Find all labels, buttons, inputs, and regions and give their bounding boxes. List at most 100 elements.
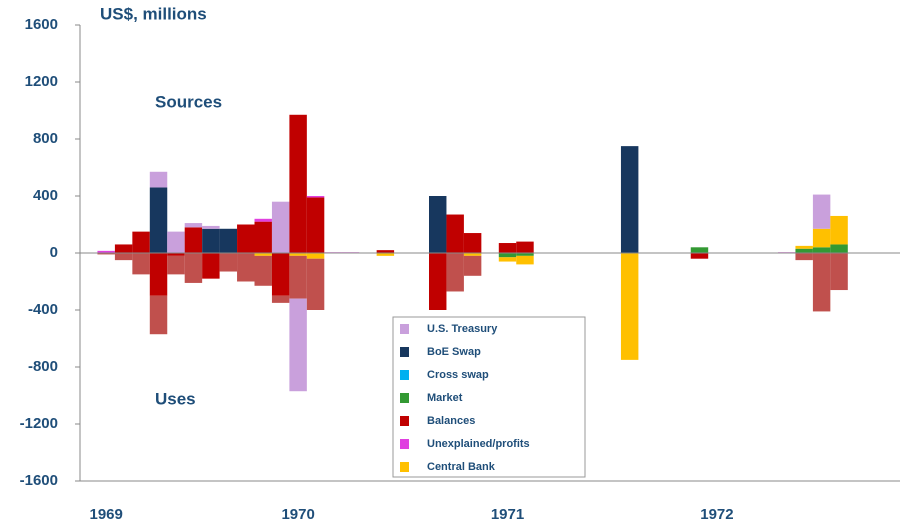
bar-segment	[830, 244, 848, 253]
bar-segment	[114, 244, 133, 253]
bar-segment	[167, 255, 185, 275]
y-tick-label: 800	[33, 130, 58, 147]
legend-swatch	[400, 416, 409, 426]
legend-label: Central Bank	[427, 461, 496, 473]
bar-segment	[690, 253, 709, 259]
bar-segment	[376, 253, 395, 256]
bar-segment	[97, 253, 115, 255]
bar-segment	[516, 241, 534, 253]
bar-segment	[219, 228, 238, 253]
y-axis-label: US$, millions	[100, 4, 207, 23]
y-tick-label: -1600	[20, 472, 58, 489]
y-tick-label: -800	[28, 358, 58, 375]
bar-segment	[202, 253, 220, 279]
bar-segment	[289, 298, 307, 392]
bar-segment	[184, 227, 203, 253]
bar-segment	[202, 228, 220, 253]
bar-segment	[237, 253, 255, 282]
bar-segment	[795, 248, 813, 253]
bar-segment	[254, 221, 272, 253]
legend-label: Market	[427, 392, 463, 404]
x-tick-label: 1971	[491, 506, 524, 523]
bar-segment	[498, 253, 517, 258]
bar-segment	[446, 214, 464, 253]
bars	[97, 114, 848, 392]
bar-segment	[306, 197, 325, 253]
bar-segment	[184, 223, 203, 228]
bar-segment	[184, 253, 203, 283]
bar-segment	[498, 257, 517, 262]
bar-segment	[149, 171, 168, 188]
legend: U.S. Treasury BoE Swap Cross swap Market Bal…	[392, 316, 586, 478]
legend-label: U.S. Treasury	[427, 323, 498, 335]
bar-segment	[132, 231, 150, 253]
x-tick-label: 1970	[281, 506, 314, 523]
bar-segment	[620, 253, 639, 360]
bar-segment	[516, 255, 534, 265]
bar-segment	[237, 224, 255, 253]
bar-segment	[306, 253, 325, 259]
bar-segment	[516, 253, 534, 256]
bar-segment	[498, 243, 517, 253]
y-tick-label: 1600	[25, 16, 58, 33]
legend-swatch	[400, 324, 409, 334]
bar-segment	[463, 253, 482, 256]
bar-segment	[254, 253, 272, 256]
legend-label: Cross swap	[427, 369, 489, 381]
bar-segment	[219, 253, 238, 272]
bar-segment	[620, 146, 639, 253]
bar-segment	[830, 215, 848, 245]
bar-segment	[795, 253, 813, 261]
legend-swatch	[400, 439, 409, 449]
bar-segment	[812, 247, 831, 253]
y-tick-label: 400	[33, 187, 58, 204]
legend-label: Unexplained/profits	[427, 438, 530, 450]
x-tick-label: 1972	[700, 506, 733, 523]
bar-segment	[114, 253, 133, 261]
bar-segment	[202, 225, 220, 229]
y-tick-label: -400	[28, 301, 58, 318]
y-tick-label: 1200	[25, 73, 58, 90]
y-tick-label: -1200	[20, 415, 58, 432]
bar-segment	[306, 258, 325, 310]
bar-segment	[463, 233, 482, 253]
bar-segment	[429, 253, 447, 310]
bar-segment	[812, 228, 831, 248]
y-tick-label: 0	[50, 244, 58, 261]
legend-swatch	[400, 370, 409, 380]
bar-segment	[446, 253, 464, 292]
legend-label: BoE Swap	[427, 346, 481, 358]
bar-segment	[812, 253, 831, 312]
bar-segment	[132, 253, 150, 275]
x-tick-label: 1969	[89, 506, 122, 523]
bar-segment	[429, 196, 447, 253]
bar-segment	[167, 253, 185, 256]
legend-swatch	[400, 462, 409, 472]
bar-segment	[254, 255, 272, 286]
bar-segment	[149, 295, 168, 335]
bar-segment	[149, 187, 168, 253]
bar-segment	[830, 253, 848, 291]
bar-segment	[254, 218, 272, 222]
annotation: Sources	[155, 92, 222, 111]
bar-segment	[167, 231, 185, 253]
bar-segment	[463, 255, 482, 276]
bar-segment	[376, 250, 395, 253]
bar-segment	[795, 245, 813, 249]
bar-segment	[812, 194, 831, 229]
legend-swatch	[400, 347, 409, 357]
bar-segment	[289, 114, 307, 254]
legend-box	[392, 316, 586, 478]
bar-segment	[149, 253, 168, 296]
bar-segment	[690, 247, 709, 253]
bar-segment	[271, 295, 290, 303]
bar-segment	[97, 250, 115, 253]
bar-segment	[289, 253, 307, 256]
legend-swatch	[400, 393, 409, 403]
bar-segment	[271, 201, 290, 253]
annotation: Uses	[155, 389, 196, 408]
bar-segment	[306, 196, 325, 198]
legend-label: Balances	[427, 415, 475, 427]
bar-segment	[271, 253, 290, 296]
